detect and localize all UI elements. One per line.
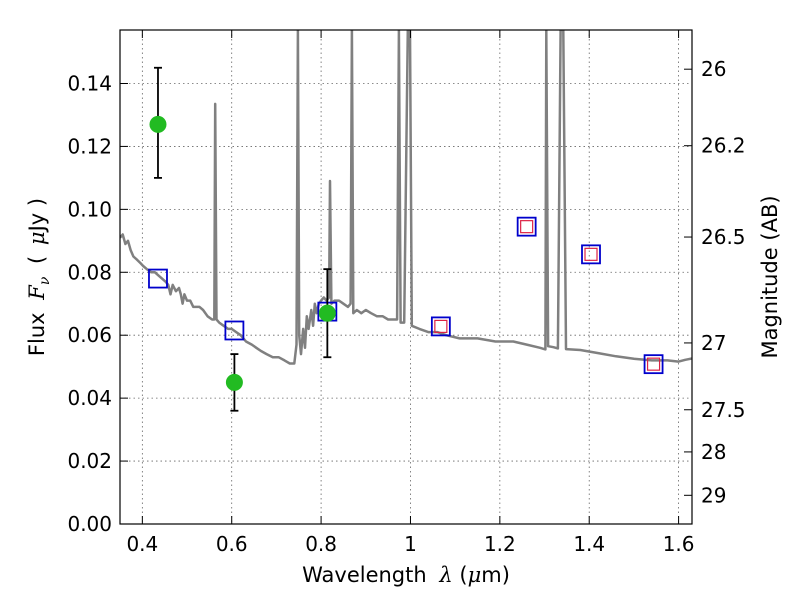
plot-frame (119, 29, 693, 525)
y-tick-label: 0.12 (67, 134, 112, 158)
model-inner-square-marker (520, 220, 534, 234)
x-tick-label: 0.6 (216, 532, 248, 556)
y-tick-label: 0.08 (67, 260, 112, 284)
y2-tick-label: 28 (701, 440, 726, 464)
y2-tick-label: 27.5 (701, 398, 746, 422)
x-axis-label: Wavelength λ (μm) (302, 563, 510, 587)
model-inner-square-marker (646, 357, 661, 371)
y2-axis-label: Magnitude (AB) (758, 195, 782, 358)
x-axis-ticks: 0.4 0.6 0.8 1 1.2 1.4 1.6 (126, 30, 695, 556)
observed-point (318, 304, 336, 322)
y-axis-ticks: 0.00 0.02 0.04 0.06 0.08 0.10 0.12 0.14 (67, 71, 128, 536)
x-tick-label: 0.8 (305, 532, 337, 556)
model-square-marker (148, 268, 168, 289)
y2-tick-label: 27 (701, 331, 726, 355)
y2-tick-label: 29 (701, 483, 726, 507)
y-tick-label: 0.14 (67, 71, 112, 95)
y2-tick-label: 26.5 (701, 225, 746, 249)
model-square-marker (224, 320, 245, 341)
model-square-marker (516, 216, 537, 237)
model-square-marker (643, 354, 664, 375)
x-tick-label: 1.2 (484, 532, 516, 556)
x-tick-label: 1 (404, 532, 417, 556)
sed-model-line (120, 30, 692, 365)
plot-area (120, 30, 692, 412)
y2-tick-label: 26.2 (701, 134, 746, 158)
model-square-marker (581, 244, 601, 265)
x-tick-label: 0.4 (126, 532, 158, 556)
observed-point (225, 373, 243, 391)
model-inner-square-marker (434, 319, 448, 333)
y2-tick-label: 26 (701, 57, 726, 81)
y-tick-label: 0.06 (67, 323, 112, 347)
observed-point (149, 115, 167, 133)
y2-axis-ticks: 26 26.2 26.5 27 27.5 28 29 (684, 57, 746, 507)
y-tick-label: 0.04 (67, 386, 112, 410)
model-inner-square-marker (584, 247, 598, 261)
y-axis-label: Flux Fν ( μJy ) (25, 198, 54, 356)
y-tick-label: 0.00 (67, 512, 112, 536)
x-tick-label: 1.6 (663, 532, 695, 556)
series-layer (120, 30, 692, 412)
x-tick-label: 1.4 (573, 532, 605, 556)
model-square-marker (430, 316, 451, 337)
y-tick-label: 0.02 (67, 449, 112, 473)
y-tick-label: 0.10 (67, 197, 112, 221)
